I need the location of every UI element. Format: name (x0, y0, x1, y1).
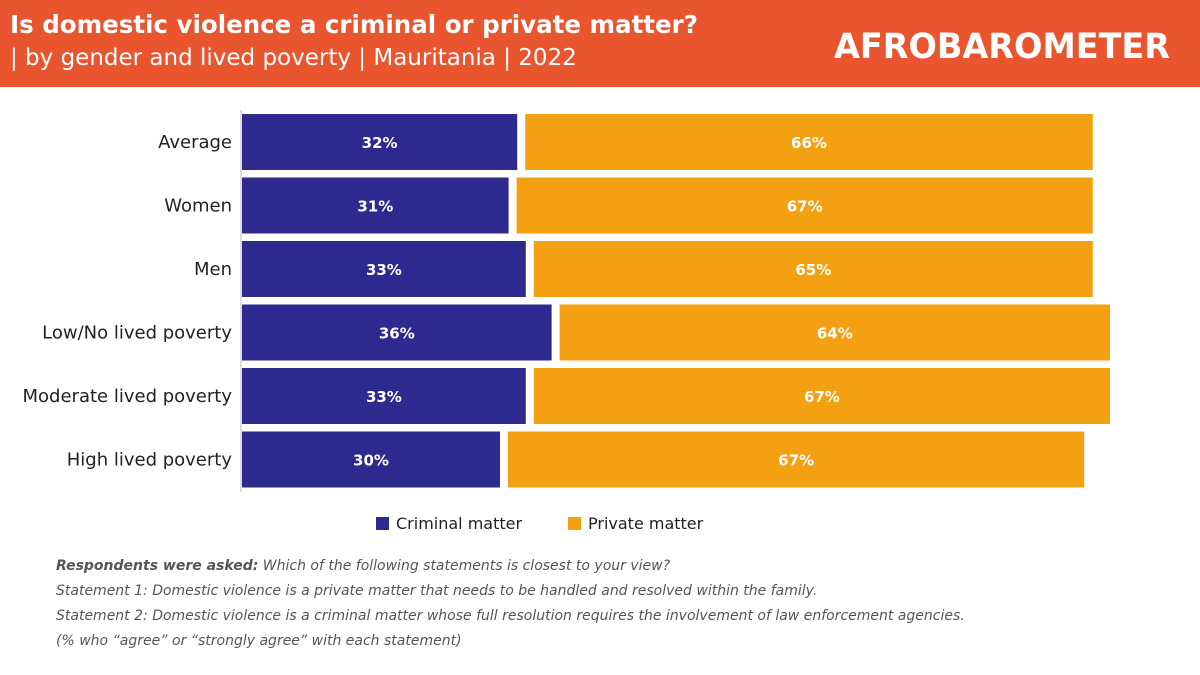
bar-private-matter-moderate-lived-poverty (533, 368, 1110, 424)
bar-label-criminal-matter-low-no-lived-poverty: 36% (379, 325, 415, 343)
question-text: Which of the following statements is clo… (262, 558, 671, 574)
page-title: Is domestic violence a criminal or priva… (10, 10, 698, 39)
bar-label-private-matter-moderate-lived-poverty: 67% (804, 388, 840, 406)
bar-label-private-matter-average: 66% (791, 134, 827, 152)
statement-2: Statement 2: Domestic violence is a crim… (56, 608, 965, 624)
bar-criminal-matter-women (242, 177, 509, 234)
stacked-bar-chart: Average 32% 66% Women 31% 67% Men 33% 65% Low/No … (23, 110, 1110, 533)
bar-label-criminal-matter-average: 32% (362, 134, 398, 152)
bar-criminal-matter-men (242, 241, 526, 297)
bar-label-criminal-matter-moderate-lived-poverty: 33% (366, 388, 402, 406)
category-label-high-lived-poverty: High lived poverty (67, 450, 233, 471)
bars-group: Average 32% 66% Women 31% 67% Men 33% 65% Low/No … (23, 114, 1110, 488)
bar-private-matter-women (516, 177, 1093, 234)
category-label-women: Women (164, 196, 232, 217)
statement-1: Statement 1: Domestic violence is a priv… (56, 583, 818, 599)
bar-label-private-matter-high-lived-poverty: 67% (778, 452, 814, 470)
bar-criminal-matter-average (242, 114, 518, 170)
question-lead: Respondents were asked: (56, 558, 259, 574)
question-notes: Respondents were asked: Which of the fol… (56, 554, 1156, 654)
afrobarometer-logo: AFROBAROMETER (834, 27, 1170, 67)
bar-criminal-matter-low-no-lived-poverty (242, 304, 552, 361)
logo-text: AFROBAROMETER (834, 27, 1170, 67)
bar-label-criminal-matter-women: 31% (357, 198, 393, 216)
page-subtitle: | by gender and lived poverty | Mauritan… (10, 45, 577, 71)
legend: Criminal matter Private matter (376, 514, 704, 533)
footnote: (% who “agree” or “strongly agree” with … (56, 633, 462, 649)
bar-criminal-matter-moderate-lived-poverty (242, 368, 526, 424)
bar-label-criminal-matter-men: 33% (366, 261, 402, 279)
bar-label-private-matter-men: 65% (795, 261, 831, 279)
legend-swatch-private-matter (568, 517, 581, 530)
legend-swatch-criminal-matter (376, 517, 389, 530)
bar-label-private-matter-low-no-lived-poverty: 64% (817, 325, 853, 343)
bar-private-matter-high-lived-poverty (508, 431, 1085, 488)
category-label-moderate-lived-poverty: Moderate lived poverty (23, 386, 233, 407)
category-label-men: Men (194, 259, 232, 280)
bar-label-criminal-matter-high-lived-poverty: 30% (353, 452, 389, 470)
bar-private-matter-low-no-lived-poverty (559, 304, 1110, 361)
category-label-low-no-lived-poverty: Low/No lived poverty (42, 323, 232, 344)
legend-label-criminal-matter: Criminal matter (396, 514, 522, 533)
bar-criminal-matter-high-lived-poverty (242, 431, 500, 488)
bar-label-private-matter-women: 67% (787, 198, 823, 216)
legend-label-private-matter: Private matter (588, 514, 704, 533)
header-banner: Is domestic violence a criminal or priva… (0, 0, 1200, 87)
question-line: Respondents were asked: Which of the fol… (56, 554, 1156, 579)
bar-private-matter-average (525, 114, 1093, 170)
category-label-average: Average (158, 132, 232, 153)
bar-private-matter-men (533, 241, 1093, 297)
